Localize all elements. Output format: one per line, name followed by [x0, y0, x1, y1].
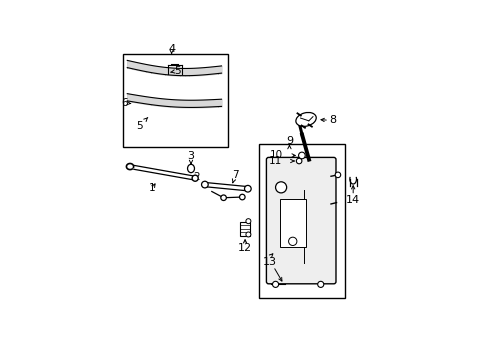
Circle shape: [239, 194, 244, 200]
Text: 5: 5: [170, 66, 180, 76]
Ellipse shape: [295, 112, 316, 126]
Circle shape: [288, 237, 296, 246]
Circle shape: [221, 195, 226, 201]
Text: 6: 6: [121, 98, 130, 108]
Circle shape: [245, 232, 250, 237]
Circle shape: [272, 281, 278, 287]
Circle shape: [317, 281, 323, 287]
Text: 1: 1: [148, 183, 155, 193]
Text: 8: 8: [329, 115, 336, 125]
Circle shape: [298, 152, 305, 159]
Bar: [240, 222, 249, 236]
Circle shape: [245, 219, 250, 224]
Circle shape: [192, 175, 198, 181]
Text: 13: 13: [263, 257, 276, 267]
Bar: [123, 54, 228, 147]
Ellipse shape: [187, 164, 194, 173]
Text: 14: 14: [346, 195, 360, 205]
Bar: [279, 199, 305, 247]
Text: 10: 10: [269, 150, 282, 161]
Circle shape: [244, 185, 251, 192]
Text: 2: 2: [192, 172, 200, 182]
Circle shape: [334, 172, 340, 177]
Circle shape: [275, 182, 286, 193]
Text: 4: 4: [168, 44, 175, 54]
Circle shape: [296, 158, 301, 164]
Text: 3: 3: [187, 151, 194, 161]
Text: 7: 7: [232, 170, 238, 183]
Text: 9: 9: [285, 136, 292, 146]
Text: 11: 11: [269, 156, 282, 166]
FancyBboxPatch shape: [266, 157, 335, 284]
Bar: [259, 144, 344, 298]
Circle shape: [201, 181, 208, 188]
Text: 5: 5: [136, 117, 147, 131]
Text: 12: 12: [238, 243, 252, 253]
